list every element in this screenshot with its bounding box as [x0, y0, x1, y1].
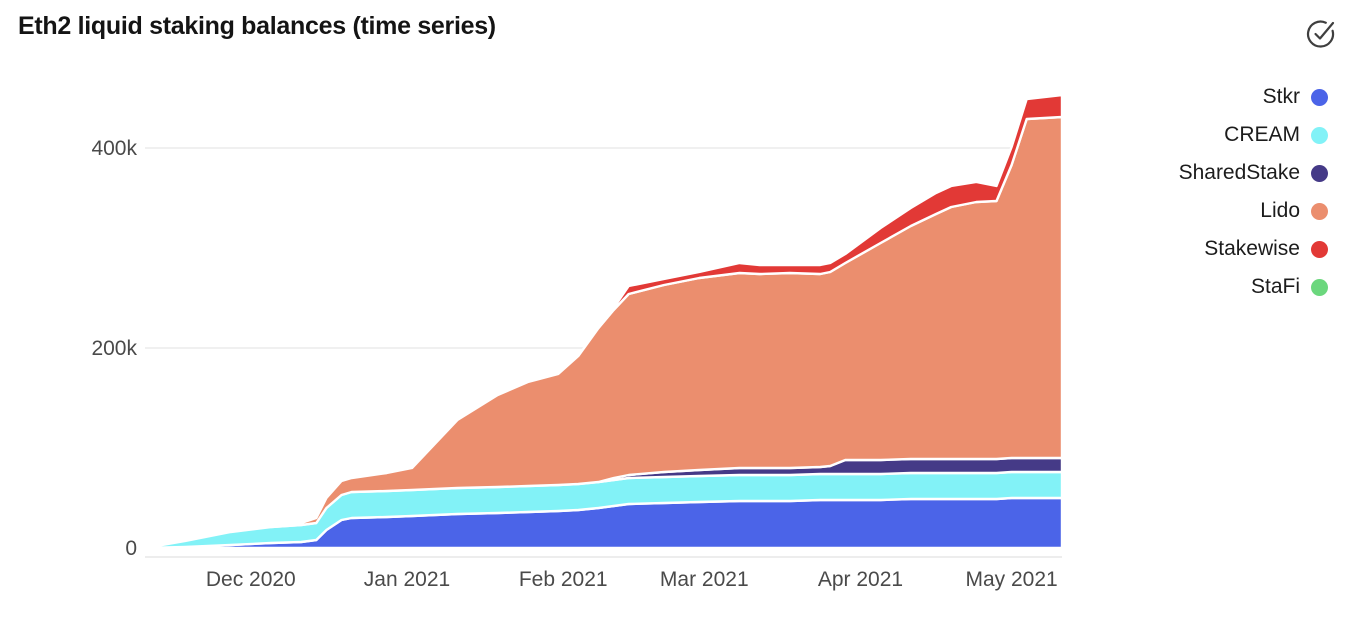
x-tick-label: Jan 2021: [364, 568, 450, 591]
legend-label: StaFi: [1250, 275, 1300, 298]
legend-item-stakewise[interactable]: Stakewise: [1204, 230, 1328, 268]
x-tick-label: Mar 2021: [660, 568, 749, 591]
y-tick-label: 400k: [91, 137, 137, 160]
legend-label: Stkr: [1262, 85, 1300, 108]
legend-color-dot: [1311, 202, 1328, 220]
legend-item-cream[interactable]: CREAM: [1224, 116, 1328, 154]
area-stakewise: [597, 93, 1064, 330]
legend-label: CREAM: [1224, 123, 1300, 146]
legend-color-dot: [1311, 278, 1328, 296]
x-tick-label: May 2021: [965, 568, 1057, 591]
legend-color-dot: [1311, 164, 1328, 182]
y-tick-label: 200k: [91, 337, 137, 360]
y-tick-label: 0: [125, 537, 137, 560]
legend-item-lido[interactable]: Lido: [1260, 192, 1328, 230]
x-tick-label: Dec 2020: [206, 568, 296, 591]
x-tick-label: Apr 2021: [818, 568, 903, 591]
legend-color-dot: [1311, 126, 1328, 144]
chart-title: Eth2 liquid staking balances (time serie…: [18, 12, 496, 40]
chart-legend: Stkr CREAM SharedStake Lido Stakewise StaFi: [1179, 78, 1328, 306]
legend-item-stafi[interactable]: StaFi: [1251, 268, 1328, 306]
legend-color-dot: [1311, 88, 1328, 106]
legend-color-dot: [1311, 240, 1328, 258]
legend-label: SharedStake: [1178, 161, 1300, 184]
legend-item-stkr[interactable]: Stkr: [1263, 78, 1328, 116]
legend-item-sharedstake[interactable]: SharedStake: [1179, 154, 1328, 192]
legend-label: Lido: [1260, 199, 1300, 222]
area-lido: [269, 115, 1064, 529]
circle-check-icon[interactable]: [1306, 15, 1340, 49]
legend-label: Stakewise: [1204, 237, 1300, 260]
x-tick-label: Feb 2021: [519, 568, 608, 591]
